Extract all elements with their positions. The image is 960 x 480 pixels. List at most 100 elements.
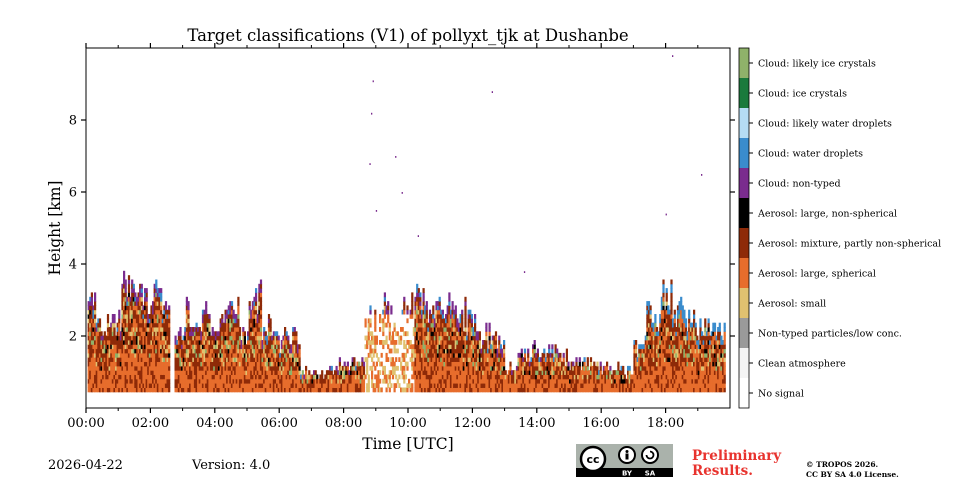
classification-cell: [551, 348, 554, 354]
classification-cell: [102, 365, 105, 371]
classification-cell: [198, 348, 201, 354]
classification-cell: [598, 374, 601, 380]
classification-cell: [488, 361, 491, 367]
classification-cell: [123, 275, 126, 280]
classification-cell: [688, 314, 691, 319]
classification-cell: [662, 327, 665, 332]
classification-cell: [164, 322, 168, 328]
classification-cell: [565, 383, 568, 388]
classification-cell: [102, 335, 105, 341]
classification-cell: [475, 357, 478, 362]
classification-cell: [522, 365, 525, 371]
classification-cell: [253, 309, 256, 315]
classification-cell: [155, 378, 158, 384]
classification-cell: [667, 335, 670, 341]
classification-cell: [193, 383, 197, 388]
classification-cell: [443, 331, 446, 337]
classification-cell: [247, 383, 250, 388]
classification-cell: [94, 301, 97, 306]
classification-cell: [276, 374, 279, 380]
classification-cell: [359, 374, 362, 380]
classification-cell: [238, 374, 242, 380]
classification-cell: [680, 387, 683, 393]
classification-cell: [227, 370, 230, 375]
classification-cell: [208, 378, 211, 384]
classification-cell: [623, 387, 626, 393]
classification-cell: [393, 370, 396, 375]
classification-cell: [377, 374, 380, 380]
classification-cell: [520, 387, 523, 393]
classification-cell: [108, 378, 111, 384]
classification-cell: [214, 340, 217, 345]
classification-cell: [570, 370, 573, 375]
classification-cell: [688, 378, 691, 384]
classification-cell: [499, 383, 502, 388]
classification-cell: [477, 365, 480, 371]
classification-cell: [200, 378, 203, 384]
classification-cell: [443, 378, 446, 384]
classification-cell: [467, 383, 470, 388]
classification-cell: [581, 370, 585, 375]
classification-cell: [222, 348, 225, 354]
classification-cell: [548, 361, 551, 367]
classification-cell: [540, 370, 543, 375]
classification-cell: [298, 374, 301, 380]
classification-cell: [269, 374, 272, 380]
classification-cell: [166, 361, 169, 367]
classification-cell: [665, 296, 668, 302]
classification-cell: [158, 357, 161, 362]
classification-cell: [610, 378, 614, 384]
classification-cell: [214, 374, 217, 380]
classification-cell: [135, 378, 139, 384]
classification-cell: [607, 378, 610, 384]
classification-cell: [591, 387, 594, 393]
classification-cell: [316, 378, 319, 384]
classification-cell: [371, 340, 374, 345]
classification-cell: [177, 348, 180, 354]
classification-cell: [208, 352, 211, 358]
classification-cell: [535, 383, 538, 388]
classification-cell: [546, 365, 549, 371]
classification-cell: [234, 335, 237, 341]
classification-cell: [229, 387, 232, 393]
classification-cell: [137, 365, 140, 371]
classification-cell: [512, 378, 515, 384]
classification-cell: [654, 365, 657, 371]
classification-cell: [292, 361, 295, 367]
classification-cell: [409, 344, 412, 350]
classification-cell: [224, 365, 227, 371]
classification-cell: [325, 378, 329, 384]
classification-cell: [678, 344, 681, 350]
classification-cell: [401, 365, 404, 371]
classification-cell: [255, 357, 258, 362]
classification-cell: [110, 383, 113, 388]
classification-cell: [486, 370, 490, 375]
classification-cell: [424, 374, 427, 380]
classification-cell: [474, 348, 477, 354]
classification-cell: [285, 383, 288, 388]
classification-cell: [440, 331, 443, 337]
classification-cell: [449, 348, 453, 354]
classification-cell: [660, 309, 663, 315]
classification-cell: [135, 305, 139, 311]
classification-cell: [483, 361, 486, 367]
classification-cell: [438, 305, 441, 311]
classification-cell: [684, 374, 688, 380]
classification-cell: [406, 318, 409, 324]
classification-cell: [242, 374, 245, 380]
classification-cell: [672, 357, 675, 362]
classification-cell: [417, 357, 420, 362]
classification-cell: [440, 357, 443, 362]
classification-cell: [369, 331, 372, 337]
classification-cell: [208, 344, 211, 350]
classification-cell: [282, 370, 285, 375]
classification-cell: [388, 348, 391, 354]
classification-cell: [387, 309, 390, 315]
classification-cell: [140, 322, 143, 328]
classification-cell: [462, 374, 465, 380]
classification-cell: [224, 378, 227, 384]
classification-cell: [342, 365, 345, 371]
classification-cell: [87, 309, 90, 315]
classification-cell: [135, 301, 139, 306]
classification-cell: [329, 383, 332, 388]
